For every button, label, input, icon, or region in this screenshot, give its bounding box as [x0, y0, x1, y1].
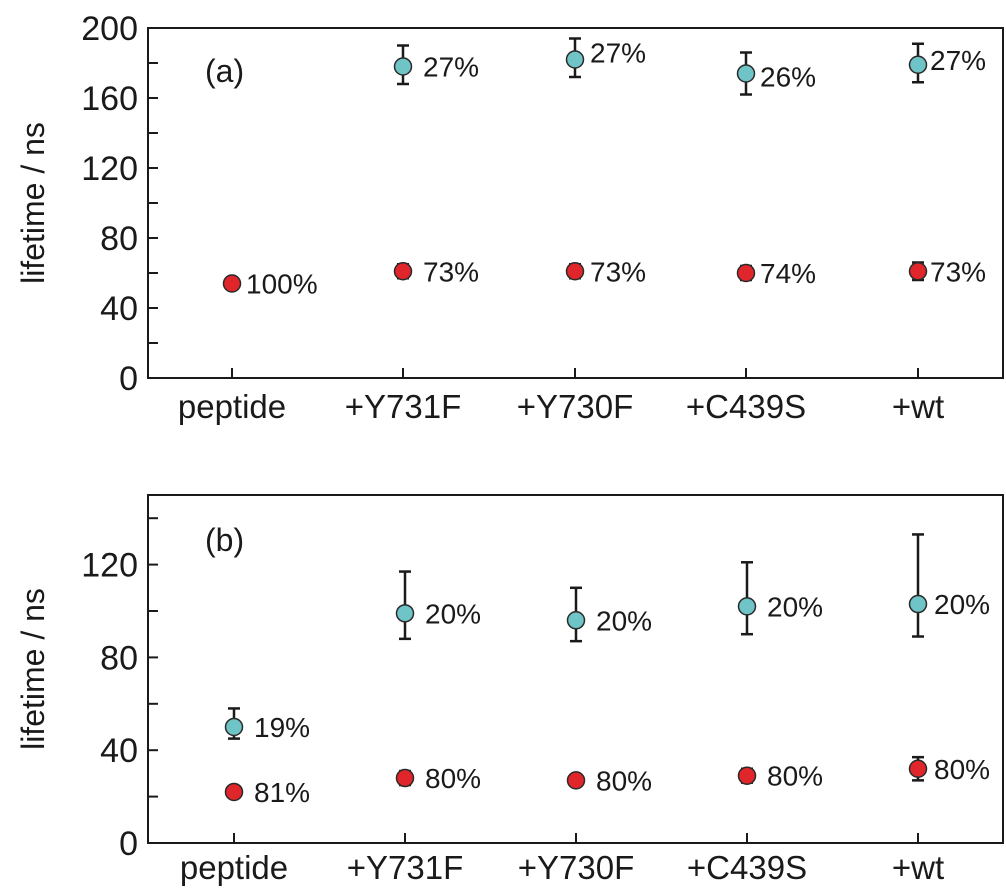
data-label: 27% — [930, 45, 986, 76]
data-label: 26% — [760, 62, 816, 93]
data-label: 27% — [590, 38, 646, 69]
plot-frame — [147, 27, 1004, 379]
panel-b: 0 40 80 120 lifetime / ns (b) peptide +Y731F +Y7… — [15, 494, 1004, 886]
x-tick-label: peptide — [178, 388, 286, 425]
y-tick-label: 40 — [100, 290, 138, 328]
data-point — [565, 262, 585, 281]
data-point — [224, 717, 244, 737]
y-tick-label: 120 — [81, 150, 138, 188]
y-tick-label: 200 — [81, 10, 138, 48]
x-tick-label: +Y731F — [345, 388, 462, 425]
y-tick-label: 120 — [81, 547, 138, 585]
data-label: 73% — [590, 256, 646, 287]
data-point — [395, 604, 415, 623]
data-point — [737, 766, 757, 785]
x-tick-label: +Y730F — [518, 849, 635, 886]
data-label: 80% — [934, 754, 990, 785]
y-tick-label: 80 — [100, 639, 138, 677]
data-point — [908, 262, 928, 281]
data-point — [565, 50, 585, 69]
panel-label: (a) — [205, 53, 244, 89]
data-label: 20% — [425, 598, 481, 629]
data-label: 20% — [934, 589, 990, 620]
data-label: 20% — [767, 591, 823, 622]
y-axis-label: lifetime / ns — [15, 588, 51, 750]
data-point — [908, 55, 928, 74]
data-label: 80% — [767, 761, 823, 792]
data-point — [736, 64, 756, 83]
y-tick-label: 0 — [119, 360, 138, 398]
data-point — [395, 768, 415, 788]
x-tick-label: +C439S — [687, 849, 807, 886]
y-tick-label: 0 — [119, 825, 138, 863]
x-tick-label: +wt — [892, 388, 944, 425]
data-point — [736, 263, 756, 283]
y-tick-label: 40 — [100, 732, 138, 770]
data-point — [393, 57, 413, 76]
data-label: 80% — [596, 765, 652, 796]
data-label: 74% — [760, 258, 816, 289]
data-point — [566, 611, 586, 630]
data-label: 73% — [423, 256, 479, 287]
x-tick-label: peptide — [180, 849, 288, 886]
x-tick-label: +Y730F — [517, 388, 634, 425]
data-label: 19% — [254, 712, 310, 743]
data-point — [393, 262, 413, 281]
data-point — [737, 597, 757, 616]
data-point — [908, 594, 928, 614]
data-label: 73% — [930, 256, 986, 287]
data-label: 81% — [254, 777, 310, 808]
y-tick-label: 160 — [81, 80, 138, 118]
data-point — [224, 782, 244, 802]
y-axis-label: lifetime / ns — [15, 122, 51, 284]
data-label: 80% — [425, 763, 481, 794]
data-label: 20% — [596, 605, 652, 636]
data-label: 100% — [246, 269, 318, 300]
y-tick-label: 80 — [100, 220, 138, 258]
x-tick-label: +Y731F — [347, 849, 464, 886]
data-label: 27% — [423, 52, 479, 83]
data-point — [222, 274, 242, 293]
x-tick-label: +wt — [892, 849, 944, 886]
panel-a: 0 40 80 120 160 200 lifetime / ns (a) peptide +Y7… — [15, 10, 1004, 425]
data-point — [566, 771, 586, 790]
data-point — [908, 759, 928, 779]
panel-label: (b) — [205, 522, 244, 558]
x-tick-label: +C439S — [686, 388, 806, 425]
